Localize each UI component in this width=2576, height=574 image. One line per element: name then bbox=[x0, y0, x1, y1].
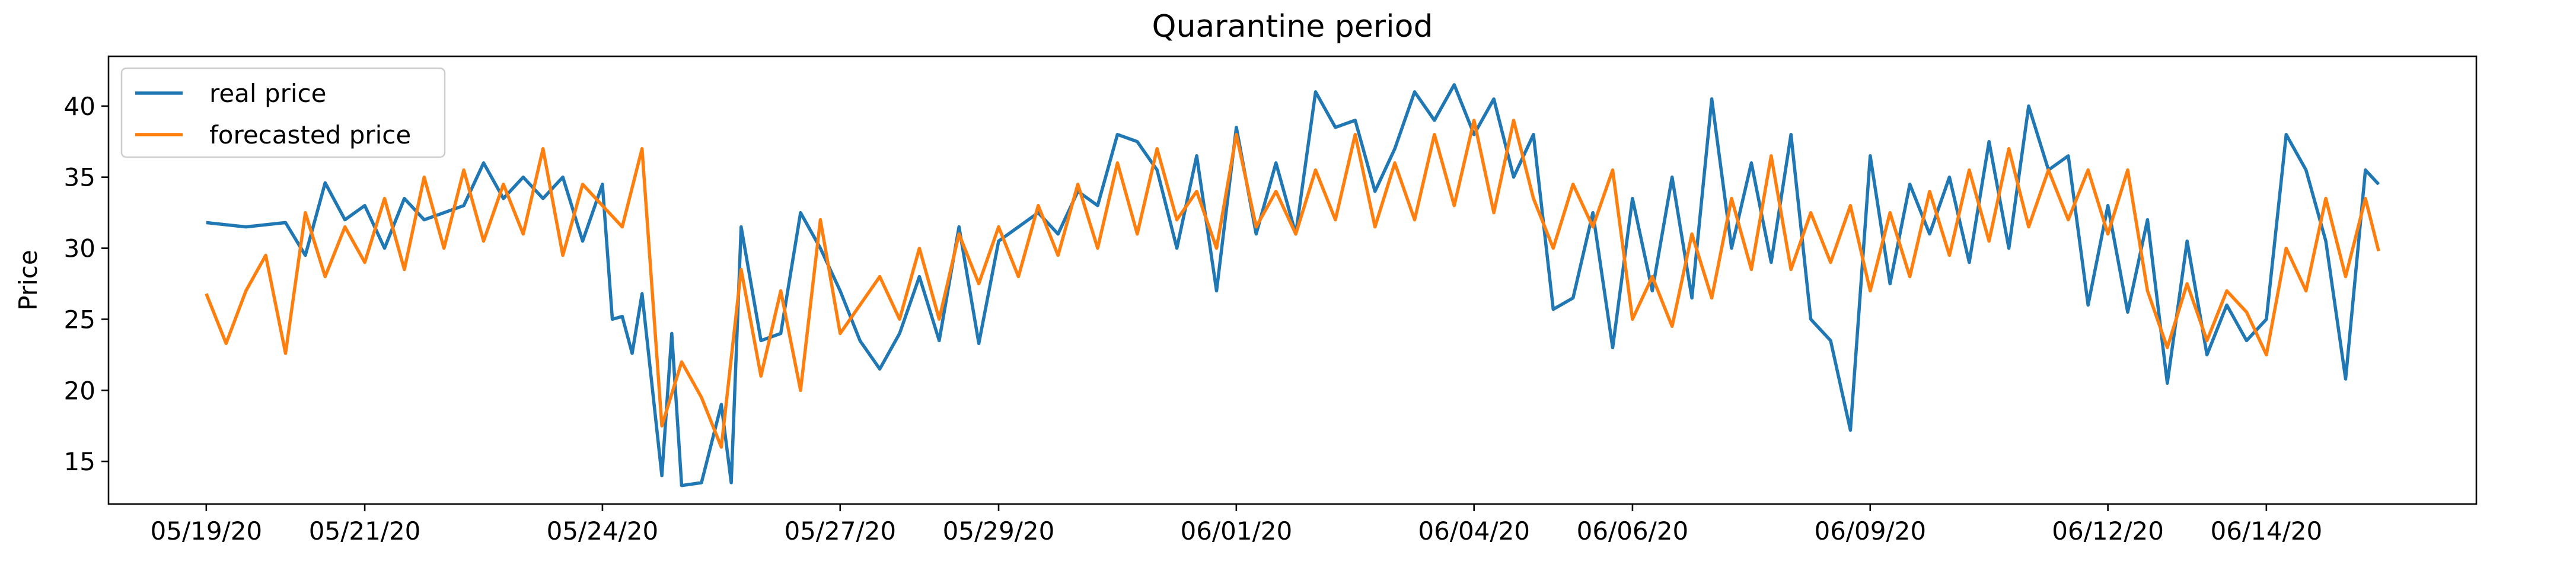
x-tick-label: 05/27/20 bbox=[784, 516, 896, 546]
y-tick-label: 30 bbox=[64, 234, 95, 263]
series-line-real-price bbox=[206, 83, 2380, 487]
y-tick-label: 20 bbox=[64, 376, 95, 405]
chart-title: Quarantine period bbox=[1152, 9, 1433, 44]
x-tick-label: 06/04/20 bbox=[1418, 516, 1530, 546]
y-tick-label: 35 bbox=[64, 163, 95, 192]
y-tick-label: 25 bbox=[64, 305, 95, 334]
x-tick-label: 05/29/20 bbox=[943, 516, 1055, 546]
legend-label: real price bbox=[209, 79, 326, 108]
x-tick-label: 05/21/20 bbox=[309, 516, 421, 546]
y-axis: 15 20 25 30 35 40 bbox=[64, 92, 109, 476]
x-tick-label: 06/14/20 bbox=[2211, 516, 2323, 546]
legend-box bbox=[120, 67, 446, 158]
legend: real price forecasted price bbox=[120, 67, 446, 158]
series-layer bbox=[205, 83, 2380, 487]
y-tick-label: 40 bbox=[64, 92, 95, 121]
y-tick-label: 15 bbox=[64, 447, 95, 476]
x-tick-label: 06/01/20 bbox=[1181, 516, 1293, 546]
plot-frame bbox=[107, 55, 2478, 505]
x-axis: 05/19/20 05/21/20 05/24/20 05/27/20 05/29/20… bbox=[151, 504, 2323, 546]
legend-label: forecasted price bbox=[209, 120, 411, 149]
x-tick-label: 06/12/20 bbox=[2052, 516, 2164, 546]
x-tick-label: 05/24/20 bbox=[547, 516, 659, 546]
x-tick-label: 06/09/20 bbox=[1814, 516, 1926, 546]
y-axis-title: Price bbox=[14, 250, 43, 310]
x-tick-label: 06/06/20 bbox=[1577, 516, 1689, 546]
x-tick-label: 05/19/20 bbox=[151, 516, 263, 546]
series-line-forecasted-price bbox=[205, 119, 2380, 449]
